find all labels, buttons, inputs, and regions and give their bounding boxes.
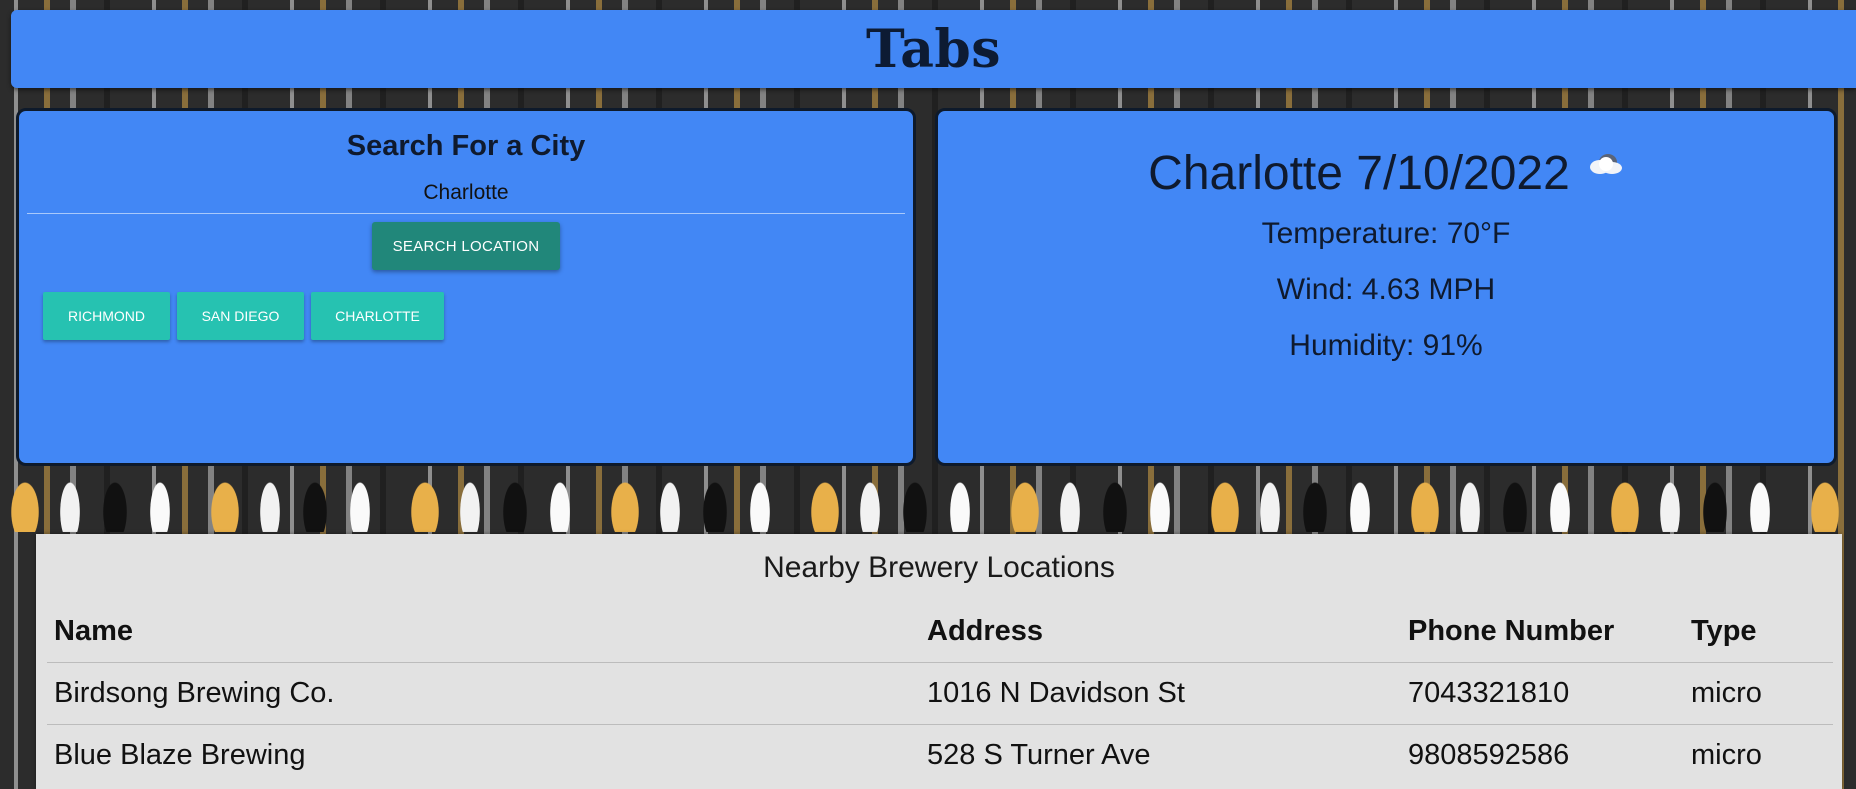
- brewery-name: Blue Blaze Brewing: [47, 724, 920, 786]
- history-button-richmond[interactable]: RICHMOND: [43, 292, 170, 340]
- column-header-name: Name: [54, 615, 133, 647]
- cloud-icon: [1589, 153, 1622, 174]
- column-header-type: Type: [1691, 615, 1757, 647]
- city-search-input[interactable]: [27, 177, 905, 214]
- brewery-table: Name Address Phone Number Type Birdsong …: [47, 601, 1833, 786]
- brewery-title: Nearby Brewery Locations: [763, 551, 1115, 584]
- weather-city-date: Charlotte 7/10/2022: [1148, 147, 1570, 200]
- temperature-text: Temperature: 70°F: [1261, 217, 1511, 250]
- bottle-decoration: [0, 462, 1856, 532]
- header-bar: Tabs: [11, 10, 1856, 88]
- page-title: Tabs: [865, 18, 1002, 80]
- column-header-address: Address: [927, 615, 1044, 647]
- brewery-phone: 7043321810: [1401, 662, 1684, 725]
- humidity-text: Humidity: 91%: [1289, 329, 1483, 362]
- search-title: Search For a City: [346, 130, 586, 162]
- table-row: Birdsong Brewing Co. 1016 N Davidson St …: [47, 662, 1833, 725]
- brewery-type: micro: [1684, 662, 1833, 725]
- current-weather-panel: Charlotte 7/10/2022 Temperature: 70°F Wi…: [935, 108, 1837, 466]
- history-button-san-diego[interactable]: SAN DIEGO: [177, 292, 304, 340]
- search-history: RICHMOND SAN DIEGO CHARLOTTE: [43, 292, 913, 340]
- table-header-row: Name Address Phone Number Type: [47, 601, 1833, 663]
- brewery-section: Nearby Brewery Locations Name Address Ph…: [36, 534, 1842, 789]
- weather-heading: Charlotte 7/10/2022: [938, 146, 1834, 201]
- table-row: Blue Blaze Brewing 528 S Turner Ave 9808…: [47, 724, 1833, 786]
- brewery-name: Birdsong Brewing Co.: [47, 662, 920, 725]
- history-button-charlotte[interactable]: CHARLOTTE: [311, 292, 444, 340]
- brewery-address: 1016 N Davidson St: [920, 662, 1401, 725]
- brewery-type: micro: [1684, 724, 1833, 786]
- brewery-address: 528 S Turner Ave: [920, 724, 1401, 786]
- search-location-button[interactable]: SEARCH LOCATION: [372, 222, 560, 270]
- brewery-phone: 9808592586: [1401, 724, 1684, 786]
- column-header-phone: Phone Number: [1408, 615, 1615, 647]
- search-panel: Search For a City SEARCH LOCATION RICHMO…: [16, 108, 916, 466]
- wind-text: Wind: 4.63 MPH: [1276, 273, 1496, 306]
